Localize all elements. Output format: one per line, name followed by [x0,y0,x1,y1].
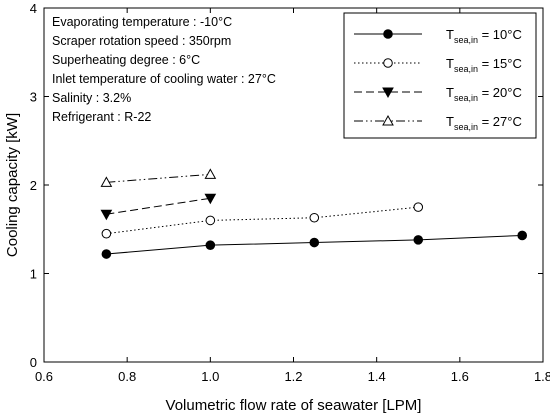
data-point-marker [309,212,320,223]
legend-label: Tsea,in = 15°C [446,56,522,74]
x-tick-label: 1.2 [284,369,302,384]
x-tick-label: 1.0 [201,369,219,384]
series-line [106,173,211,183]
y-tick-label: 2 [30,178,37,193]
annotation-text: Inlet temperature of cooling water : 27°… [52,72,276,86]
data-point-marker [413,235,424,245]
data-point-marker [204,193,217,205]
x-tick-label: 1.6 [451,369,469,384]
data-point-marker [382,87,394,99]
data-point-marker [100,209,113,221]
y-tick-label: 1 [30,267,37,282]
annotation-text: Superheating degree : 6°C [52,53,200,67]
data-point-marker [383,29,393,39]
x-axis-title: Volumetric flow rate of seawater [LPM] [166,397,422,414]
data-point-marker [205,215,216,226]
data-point-marker [309,237,320,248]
data-point-marker [101,249,112,259]
x-tick-label: 1.8 [534,369,550,384]
y-tick-label: 4 [30,1,37,16]
data-point-marker [101,228,112,239]
data-point-marker [383,58,393,68]
series-0 [101,230,528,259]
x-tick-label: 1.4 [368,369,386,384]
annotation-text: Salinity : 3.2% [52,91,131,105]
x-tick-label: 0.6 [35,369,53,384]
legend-label: Tsea,in = 10°C [446,27,522,45]
annotation-text: Refrigerant : R-22 [52,110,151,124]
series-line [106,206,419,235]
legend-label: Tsea,in = 20°C [446,85,522,103]
y-axis-title: Cooling capacity [kW] [4,113,21,257]
series-line [106,197,211,215]
y-tick-label: 0 [30,355,37,370]
data-point-marker [100,176,113,187]
legend-label: Tsea,in = 27°C [446,114,522,132]
data-point-marker [205,240,216,250]
x-tick-label: 0.8 [118,369,136,384]
series-2 [100,193,217,221]
data-point-marker [413,202,424,212]
series-3 [100,168,217,187]
data-point-marker [204,168,217,179]
annotation-text: Scraper rotation speed : 350rpm [52,34,231,48]
y-tick-label: 3 [30,90,37,105]
annotation-text: Evaporating temperature : -10°C [52,15,232,29]
data-point-marker [382,114,394,126]
series-1 [101,202,424,239]
data-point-marker [517,230,528,241]
